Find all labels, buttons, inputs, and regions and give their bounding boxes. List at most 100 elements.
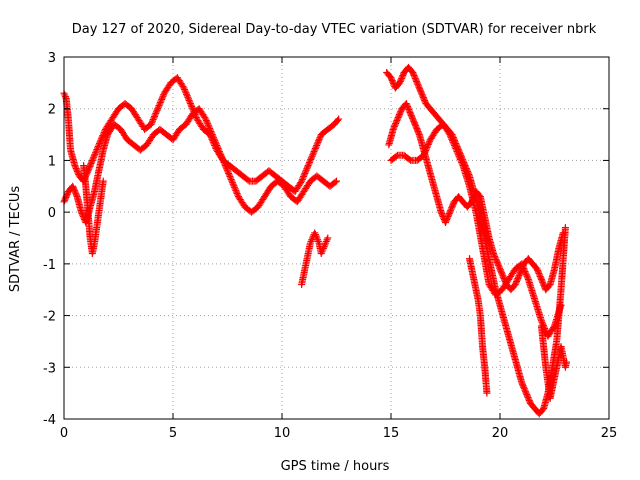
data-point xyxy=(420,151,428,159)
data-point xyxy=(207,127,215,135)
data-point xyxy=(414,80,422,88)
data-point xyxy=(233,190,241,198)
data-point xyxy=(489,250,497,258)
data-point xyxy=(483,389,491,397)
data-point xyxy=(520,385,528,393)
data-point xyxy=(437,208,445,216)
data-point xyxy=(442,217,450,225)
data-point xyxy=(511,281,519,289)
data-point xyxy=(181,86,189,94)
data-point xyxy=(452,145,460,153)
data-point xyxy=(321,241,329,249)
data-point xyxy=(446,207,454,215)
data-point xyxy=(220,158,228,166)
data-point xyxy=(210,135,218,143)
data-point xyxy=(192,114,200,122)
data-point xyxy=(234,191,242,199)
data-point xyxy=(85,164,93,172)
data-point xyxy=(309,149,317,157)
data-point xyxy=(499,273,507,281)
data-point xyxy=(422,145,430,153)
data-point xyxy=(313,141,321,149)
data-point xyxy=(453,148,461,156)
data-point xyxy=(61,91,69,99)
data-point xyxy=(181,87,189,95)
data-point xyxy=(323,236,331,244)
data-point xyxy=(525,395,533,403)
data-point xyxy=(305,158,313,166)
data-point xyxy=(322,239,330,247)
y-tick-label: 2 xyxy=(48,103,56,118)
data-point xyxy=(392,152,400,160)
data-point xyxy=(414,128,422,136)
data-point xyxy=(562,358,570,366)
data-point xyxy=(411,120,419,128)
data-point xyxy=(444,213,452,221)
data-point xyxy=(316,134,324,142)
data-point xyxy=(420,150,428,158)
data-point xyxy=(443,216,451,224)
data-point xyxy=(416,86,424,94)
data-point xyxy=(419,94,427,102)
data-point xyxy=(523,272,531,280)
data-point xyxy=(219,155,227,163)
data-point xyxy=(519,382,527,390)
data-point xyxy=(409,70,417,78)
data-point xyxy=(445,211,453,219)
data-point xyxy=(396,79,404,87)
data-point xyxy=(204,121,212,129)
data-point xyxy=(443,214,451,222)
data-point xyxy=(425,139,433,147)
data-point xyxy=(305,160,313,168)
data-point xyxy=(410,117,418,125)
data-point xyxy=(559,229,567,237)
data-point xyxy=(148,119,156,127)
data-point xyxy=(413,126,421,134)
data-point xyxy=(92,149,100,157)
data-point xyxy=(227,174,235,182)
data-point xyxy=(225,171,233,179)
x-tick-label: 25 xyxy=(601,426,618,441)
data-point xyxy=(206,126,214,134)
chart-title: Day 127 of 2020, Sidereal Day-to-day VTE… xyxy=(72,22,597,37)
data-point xyxy=(395,111,403,119)
data-point xyxy=(217,152,225,160)
data-point xyxy=(445,129,453,137)
data-point xyxy=(331,178,339,186)
data-point xyxy=(394,114,402,122)
data-point xyxy=(63,190,71,198)
data-point xyxy=(304,162,312,170)
data-point xyxy=(335,115,343,123)
data-point xyxy=(415,129,423,137)
data-point xyxy=(518,379,526,387)
data-point xyxy=(298,176,306,184)
data-point xyxy=(159,92,167,100)
data-point xyxy=(73,166,81,174)
data-point xyxy=(412,122,420,130)
data-point xyxy=(414,82,422,90)
data-point xyxy=(232,186,240,194)
data-point xyxy=(448,202,456,210)
data-point xyxy=(312,143,320,151)
data-point xyxy=(522,271,530,279)
data-point xyxy=(184,95,192,103)
data-point xyxy=(499,272,507,280)
data-point xyxy=(394,115,402,123)
data-point xyxy=(450,141,458,149)
data-point xyxy=(413,77,421,85)
data-point xyxy=(322,237,330,245)
data-point xyxy=(202,115,210,123)
data-point xyxy=(449,138,457,146)
data-point xyxy=(150,114,158,122)
data-point xyxy=(421,148,429,156)
data-point xyxy=(77,208,85,216)
data-point xyxy=(90,152,98,160)
data-point xyxy=(392,118,400,126)
data-point xyxy=(498,269,506,277)
data-point xyxy=(212,138,220,146)
y-tick-label: 1 xyxy=(48,154,56,169)
data-point xyxy=(307,155,315,163)
data-point xyxy=(158,95,166,103)
data-point xyxy=(451,143,459,151)
data-point xyxy=(454,149,462,157)
